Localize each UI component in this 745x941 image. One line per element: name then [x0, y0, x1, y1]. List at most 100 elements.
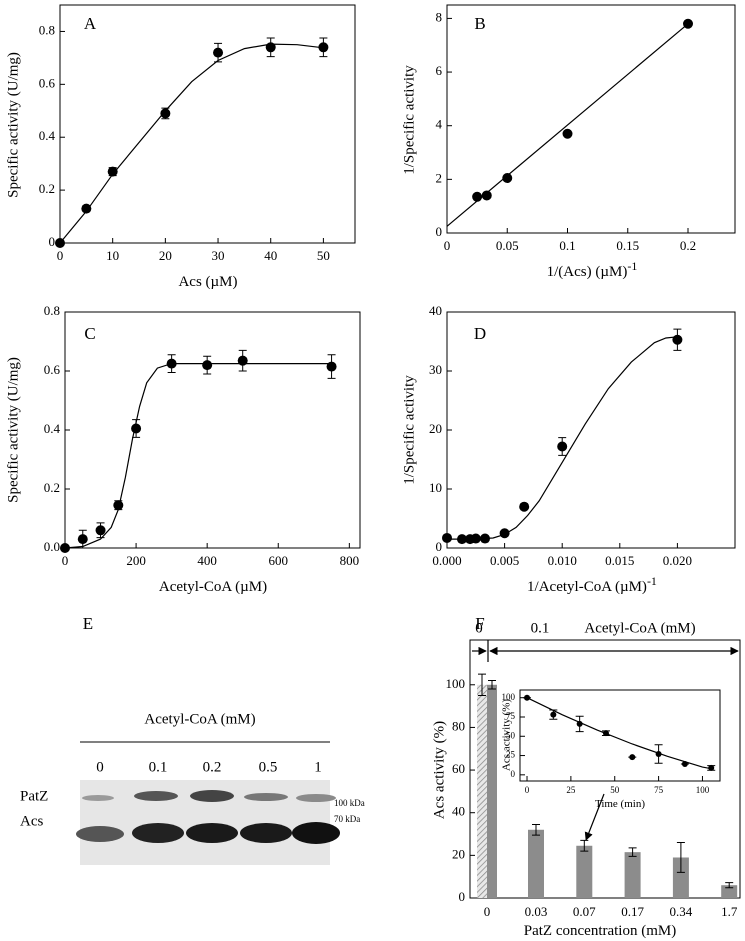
x-tick-label: 25 — [566, 785, 576, 795]
panel-label: B — [474, 14, 485, 33]
data-point — [107, 166, 118, 177]
data-point — [95, 525, 106, 536]
data-point — [576, 720, 583, 727]
x-tick-label: 0.17 — [621, 904, 644, 919]
y-tick-label: 0.2 — [39, 181, 55, 196]
x-tick-label: 0.07 — [573, 904, 596, 919]
data-point — [237, 355, 248, 366]
lane-label: 0 — [96, 759, 104, 775]
data-point — [481, 190, 492, 201]
y-tick-label: 100 — [502, 692, 516, 702]
y-axis-label: Specific activity (U/mg) — [5, 357, 21, 503]
data-point — [672, 334, 683, 345]
plot-frame — [446, 4, 736, 234]
fit-line — [447, 336, 678, 540]
y-tick-label: 30 — [429, 362, 442, 377]
panel-label: D — [474, 324, 486, 343]
y-tick-label: 0.4 — [44, 421, 61, 436]
y-tick-label: 4 — [436, 117, 443, 132]
data-point — [166, 358, 177, 369]
y-tick-label: 0 — [49, 234, 56, 249]
error-bar — [676, 842, 685, 873]
band-label: PatZ — [20, 788, 48, 804]
data-point — [456, 534, 467, 545]
error-bar — [478, 673, 486, 696]
data-point — [557, 441, 568, 452]
data-point — [499, 528, 510, 539]
x-axis-label-text: PatZ concentration (mM) — [524, 923, 676, 939]
bar — [672, 857, 689, 898]
y-axis-label: 1/Specific activity — [401, 65, 417, 175]
y-tick-label: 50 — [506, 730, 516, 740]
plot-frame — [59, 4, 356, 244]
legend-label: 0.1 — [531, 620, 550, 636]
fit-line — [59, 43, 324, 244]
data-point — [131, 423, 142, 434]
data-point — [160, 108, 171, 119]
marker-label: 70 kDa — [334, 814, 360, 824]
fit-line — [526, 697, 712, 770]
x-axis-label: 1/(Acs) (µM)-1 — [547, 259, 638, 281]
x-tick-label: 0.005 — [490, 553, 519, 568]
data-point — [502, 173, 513, 184]
plot-frame — [519, 689, 721, 782]
x-tick-label: 0 — [444, 238, 451, 253]
y-tick-label: 0.8 — [44, 303, 60, 318]
bar — [721, 885, 738, 898]
error-bar — [628, 847, 637, 857]
panel-label: E — [83, 614, 93, 633]
y-tick-label: 100 — [446, 676, 466, 691]
x-tick-label: 10 — [106, 248, 119, 263]
error-bar — [580, 839, 589, 852]
data-point — [202, 360, 213, 371]
x-axis-label: Acs (µM) — [178, 274, 237, 290]
x-tick-label: 200 — [126, 553, 146, 568]
x-axis-label-text: Acetyl-CoA (µM) — [159, 579, 267, 595]
data-point — [629, 754, 636, 761]
plot-frame — [64, 311, 361, 549]
x-tick-label: 75 — [654, 785, 664, 795]
data-point — [81, 203, 92, 214]
data-point — [562, 128, 573, 139]
legend-label: 0 — [475, 620, 483, 636]
x-tick-label: 20 — [159, 248, 172, 263]
error-bar — [532, 823, 540, 836]
x-tick-label: 0.05 — [496, 238, 519, 253]
x-axis-label-text: 1/Acetyl-CoA (µM) — [527, 579, 647, 595]
x-axis-label: 1/Acetyl-CoA (µM)-1 — [527, 574, 657, 596]
data-point — [77, 534, 88, 545]
y-tick-label: 0.8 — [39, 22, 55, 37]
panel-label: F — [475, 614, 484, 633]
data-point — [318, 42, 329, 53]
error-bar — [488, 680, 496, 690]
data-point — [442, 532, 452, 543]
band-label: Acs — [20, 813, 43, 829]
x-tick-label: 100 — [696, 785, 710, 795]
x-tick-label: 800 — [340, 553, 360, 568]
x-tick-label: 0.03 — [525, 904, 548, 919]
x-tick-label: 0.2 — [680, 238, 696, 253]
error-bar — [725, 882, 734, 889]
y-tick-label: 0 — [511, 769, 516, 779]
bar — [528, 829, 544, 898]
x-tick-label: 0 — [484, 904, 491, 919]
data-point — [60, 543, 70, 553]
x-tick-label: 0.15 — [616, 238, 639, 253]
y-tick-label: 10 — [429, 480, 442, 495]
x-tick-label: 50 — [317, 248, 330, 263]
lane-label: 0.5 — [259, 759, 278, 775]
y-tick-label: 0.6 — [44, 362, 61, 377]
x-axis-label-sup: -1 — [627, 259, 637, 273]
x-axis-label: Acetyl-CoA (µM) — [159, 579, 267, 595]
lane-label: 1 — [314, 759, 322, 775]
y-tick-label: 20 — [452, 846, 465, 861]
data-point — [519, 501, 530, 512]
data-point — [602, 730, 609, 737]
gel-title: Acetyl-CoA (mM) — [144, 711, 255, 727]
x-tick-label: 30 — [212, 248, 225, 263]
x-axis-label-text: Time (min) — [595, 798, 645, 810]
marker-label: 100 kDa — [334, 798, 365, 808]
annotation-arrows — [472, 640, 739, 841]
fit-line — [64, 363, 332, 549]
data-point — [550, 711, 557, 718]
